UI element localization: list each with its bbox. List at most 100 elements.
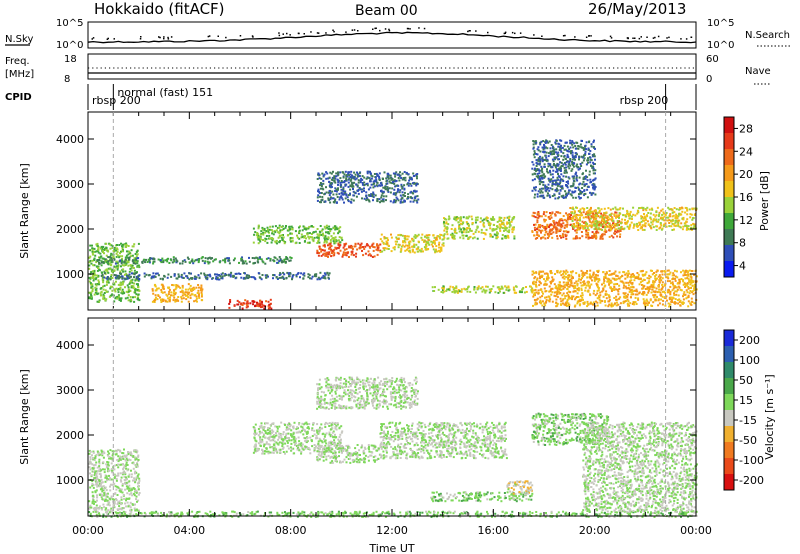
echo-cell bbox=[618, 212, 621, 215]
echo-cell bbox=[182, 277, 185, 279]
echo-cell bbox=[132, 296, 134, 299]
echo-cell bbox=[282, 234, 284, 236]
echo-cell bbox=[475, 216, 478, 219]
echo-cell bbox=[162, 259, 165, 262]
echo-cell bbox=[634, 277, 637, 279]
echo-cell bbox=[661, 287, 664, 290]
echo-cell bbox=[533, 187, 536, 190]
echo-cell bbox=[596, 274, 599, 277]
echo-cell bbox=[282, 278, 285, 280]
echo-cell bbox=[128, 270, 131, 273]
echo-cell bbox=[580, 289, 583, 292]
echo-cell bbox=[258, 239, 261, 241]
echo-cell bbox=[625, 215, 628, 218]
echo-cell bbox=[177, 285, 180, 288]
echo-cell bbox=[627, 272, 630, 275]
echo-cell bbox=[533, 152, 536, 155]
echo-cell bbox=[669, 290, 672, 293]
echo-cell bbox=[283, 242, 286, 245]
echo-cell bbox=[167, 297, 170, 300]
echo-cell bbox=[670, 225, 673, 228]
echo-cell bbox=[569, 270, 572, 273]
echo-cell bbox=[612, 219, 615, 222]
echo-cell bbox=[672, 272, 675, 275]
echo-cell bbox=[339, 226, 342, 229]
echo-cell bbox=[327, 228, 330, 230]
echo-cell bbox=[547, 276, 550, 279]
echo-cell bbox=[685, 269, 687, 272]
echo-cell bbox=[689, 216, 692, 219]
echo-cell bbox=[650, 207, 653, 210]
freq-units: [MHz] bbox=[5, 69, 34, 80]
echo-cell bbox=[451, 224, 454, 227]
echo-cell bbox=[428, 243, 431, 246]
echo-cell bbox=[667, 302, 670, 305]
echo-cell bbox=[317, 276, 320, 279]
echo-cell bbox=[164, 259, 167, 262]
echo-cell bbox=[371, 245, 374, 247]
echo-cell bbox=[327, 197, 330, 200]
echo-cell bbox=[447, 237, 450, 240]
nsearch-point bbox=[289, 34, 291, 36]
echo-cell bbox=[458, 225, 461, 228]
echo-cell bbox=[616, 224, 619, 227]
echo-cell bbox=[179, 290, 182, 293]
echo-cell bbox=[544, 231, 547, 234]
echo-cell bbox=[537, 226, 540, 228]
echo-cell bbox=[603, 230, 606, 233]
echo-cell bbox=[333, 175, 336, 178]
echo-cell bbox=[131, 272, 133, 275]
echo-cell bbox=[122, 270, 125, 273]
echo-cell bbox=[400, 245, 403, 248]
echo-cell bbox=[136, 257, 139, 260]
echo-cell bbox=[403, 245, 406, 248]
echo-cell bbox=[612, 304, 614, 307]
echo-cell bbox=[538, 280, 541, 283]
echo-cell bbox=[464, 228, 467, 231]
echo-cell bbox=[515, 291, 518, 294]
echo-cell bbox=[324, 200, 327, 203]
echo-cell bbox=[194, 275, 197, 278]
echo-cell bbox=[649, 224, 652, 227]
echo-cell bbox=[693, 213, 696, 216]
nsearch-point bbox=[357, 30, 359, 32]
echo-cell bbox=[115, 247, 118, 250]
echo-cell bbox=[282, 271, 285, 274]
echo-cell bbox=[580, 284, 583, 287]
echo-cell bbox=[674, 277, 676, 280]
echo-cell bbox=[686, 291, 689, 294]
echo-cell bbox=[689, 290, 692, 292]
echo-cell bbox=[134, 296, 137, 299]
echo-cell bbox=[587, 157, 589, 160]
echo-cell bbox=[583, 193, 586, 195]
echo-cell bbox=[94, 278, 97, 281]
echo-cell bbox=[660, 294, 663, 297]
echo-cell bbox=[95, 265, 98, 268]
echo-cell bbox=[646, 282, 649, 285]
echo-cell bbox=[558, 271, 561, 274]
echo-cell bbox=[252, 241, 255, 244]
echo-cell bbox=[125, 273, 128, 275]
echo-cell bbox=[618, 208, 621, 211]
echo-cell bbox=[403, 240, 406, 242]
echo-cell bbox=[458, 230, 461, 233]
echo-cell bbox=[407, 184, 410, 187]
echo-cell bbox=[325, 186, 327, 189]
echo-cell bbox=[537, 174, 540, 177]
echo-cell bbox=[622, 282, 625, 285]
echo-cell bbox=[228, 302, 231, 305]
echo-cell bbox=[651, 286, 654, 289]
echo-cell bbox=[346, 252, 349, 255]
echo-cell bbox=[384, 247, 387, 250]
echo-cell bbox=[408, 242, 411, 245]
echo-cell bbox=[346, 196, 349, 199]
echo-cell bbox=[628, 290, 631, 293]
echo-cell bbox=[684, 277, 687, 280]
echo-cell bbox=[477, 230, 480, 233]
echo-cell bbox=[571, 140, 574, 143]
echo-cell bbox=[587, 161, 589, 164]
echo-cell bbox=[349, 185, 352, 188]
echo-cell bbox=[161, 257, 164, 260]
echo-cell bbox=[613, 225, 616, 228]
echo-cell bbox=[590, 226, 593, 229]
